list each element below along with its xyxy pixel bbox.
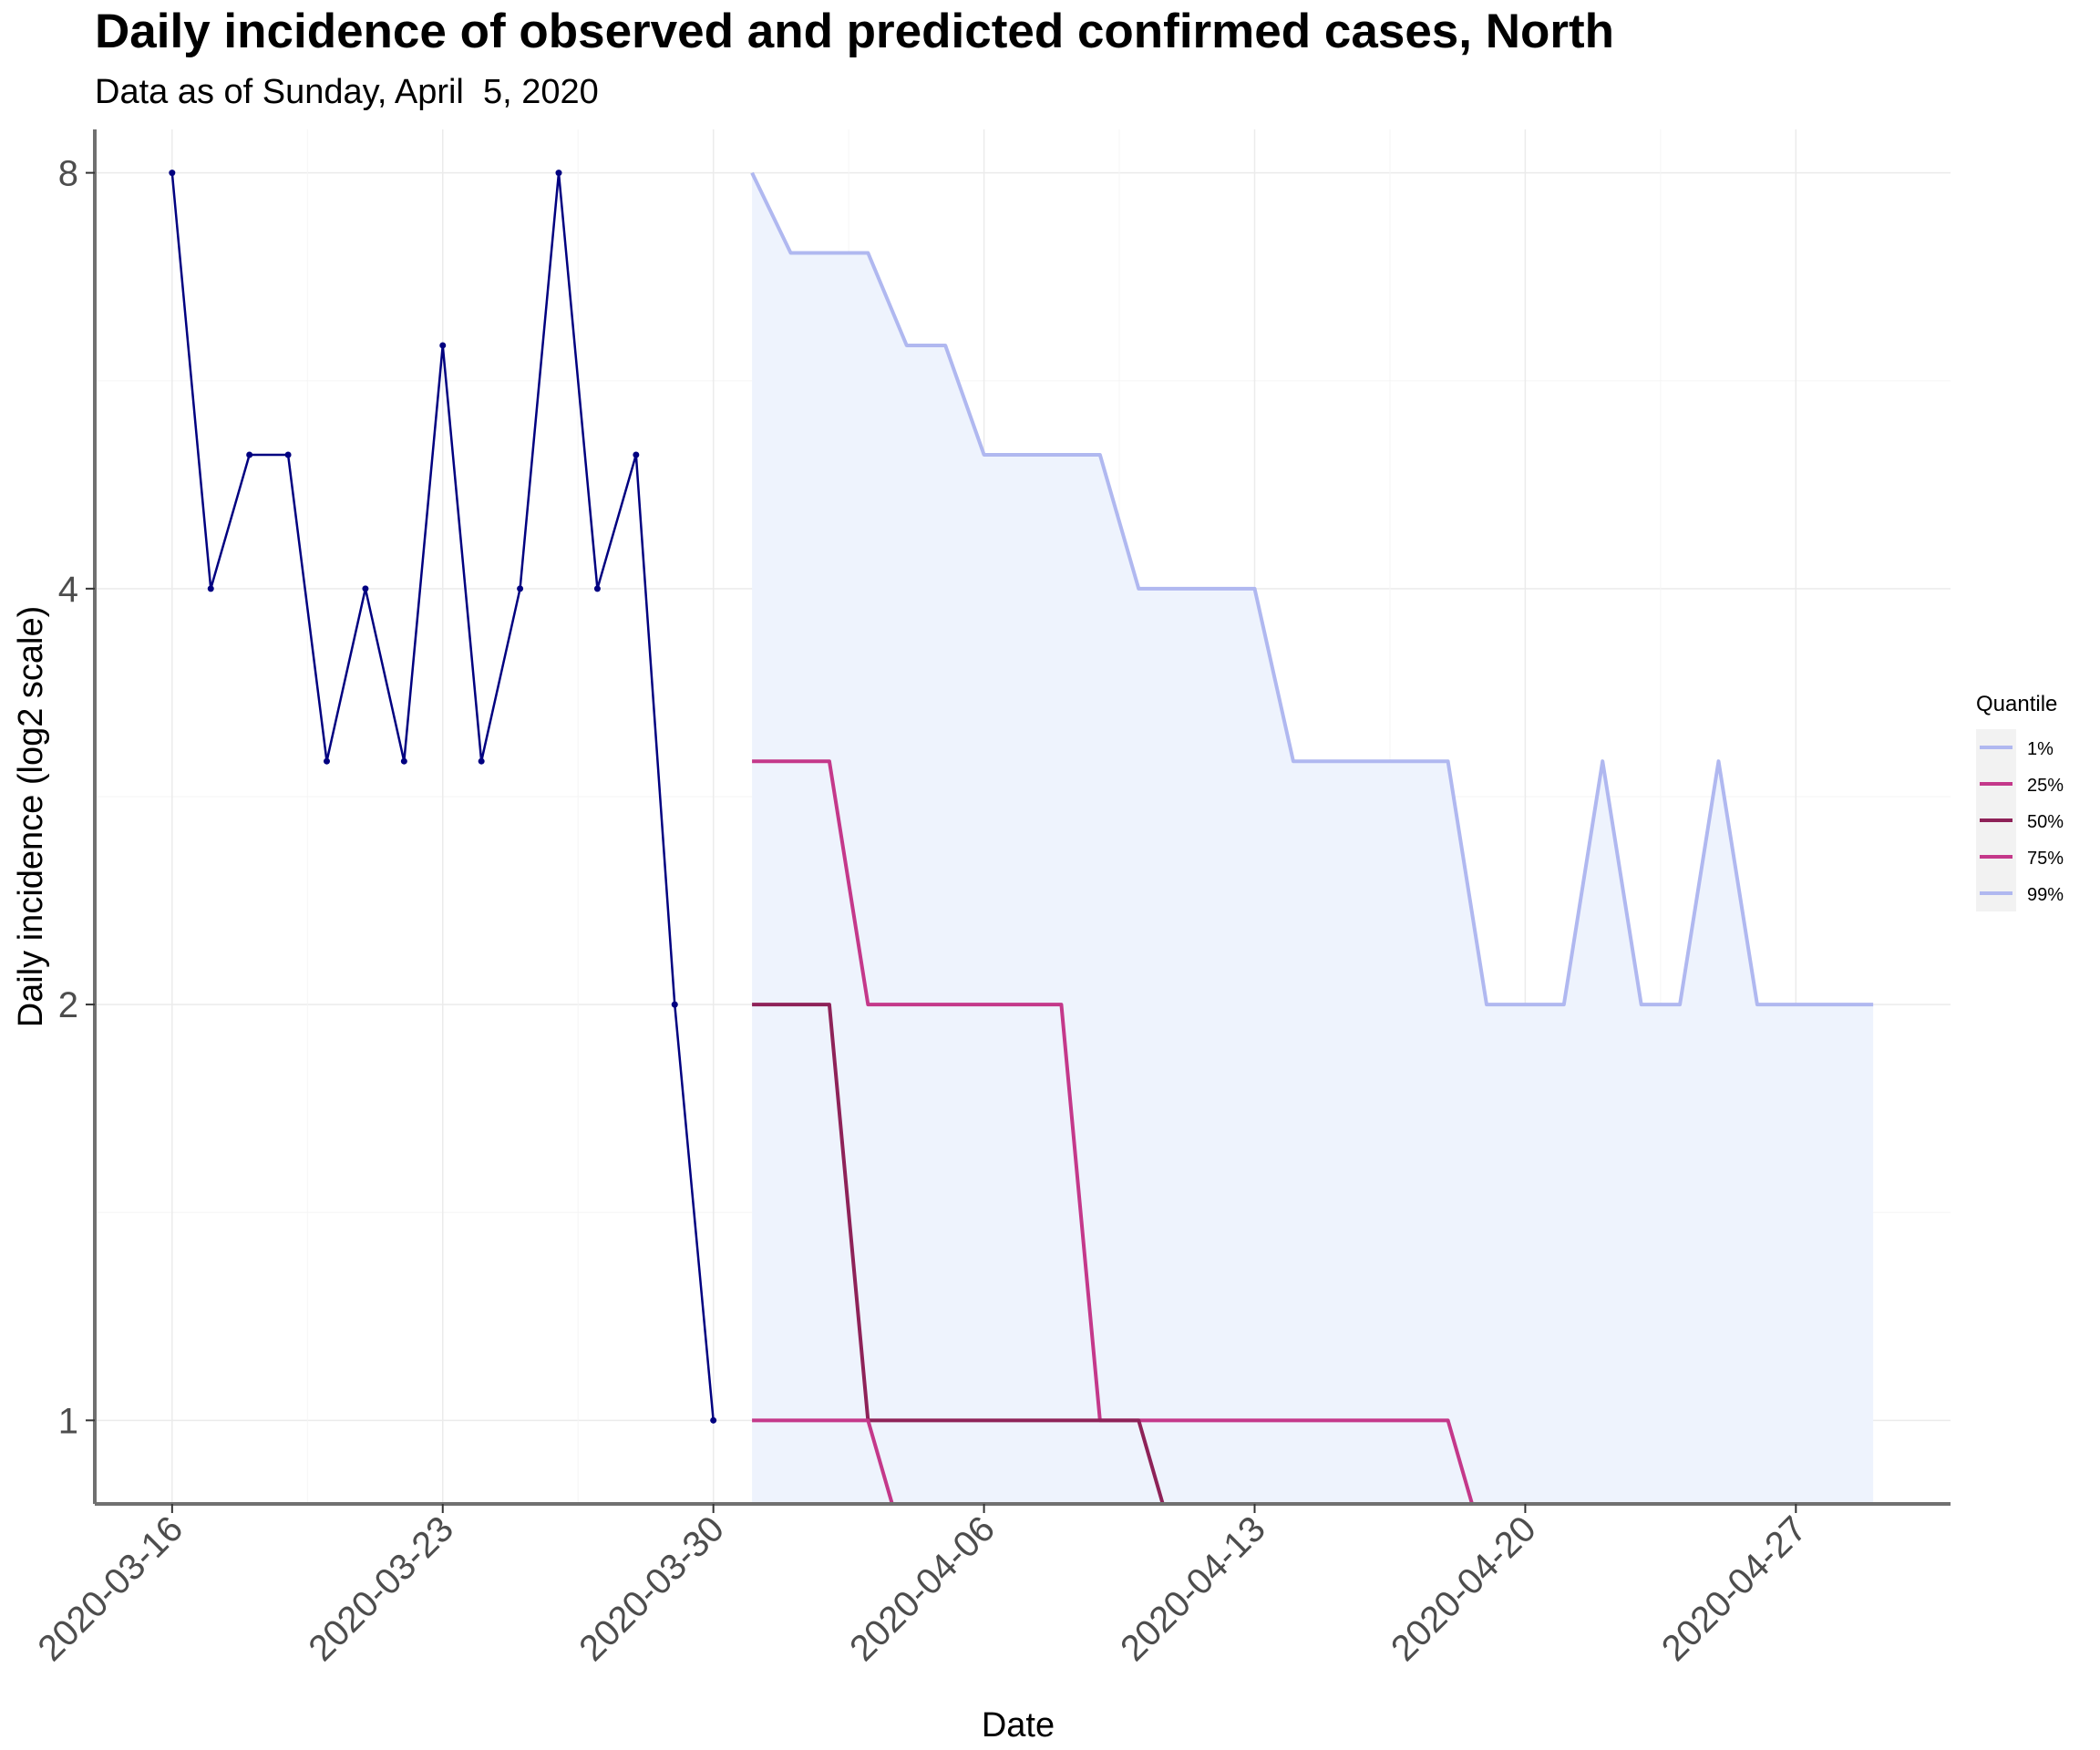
legend-label: 50% xyxy=(2027,812,2064,832)
observed-point xyxy=(517,585,524,592)
forecast-band-area xyxy=(752,172,1874,1504)
series-line-q99 xyxy=(750,171,1874,1007)
y-tick-label: 4 xyxy=(58,570,78,610)
x-tick-label: 2020-04-20 xyxy=(1384,1508,1544,1669)
forecast-band xyxy=(752,172,1874,1504)
axes xyxy=(93,129,1951,1506)
legend-label: 75% xyxy=(2027,849,2064,869)
observed-point xyxy=(671,1001,678,1008)
observed-point xyxy=(246,451,253,458)
x-tick-label: 2020-04-13 xyxy=(1113,1508,1273,1669)
observed-point xyxy=(324,757,330,765)
legend-label: 25% xyxy=(2027,776,2064,796)
legend-title: Quantile xyxy=(1976,692,2057,716)
chart-title: Daily incidence of observed and predicte… xyxy=(95,5,1615,58)
x-tick-label: 2020-04-27 xyxy=(1654,1508,1815,1669)
observed-point xyxy=(362,585,369,592)
observed-point xyxy=(633,451,640,458)
observed-point xyxy=(207,585,214,592)
x-tick-label: 2020-03-30 xyxy=(571,1508,732,1669)
y-axis-label: Daily incidence (log2 scale) xyxy=(12,606,50,1028)
observed-point xyxy=(710,1416,717,1424)
x-tick-label: 2020-03-23 xyxy=(301,1508,461,1669)
series-lines xyxy=(750,171,1874,1504)
y-tick-label: 1 xyxy=(58,1401,78,1441)
observed-series xyxy=(169,170,717,1424)
observed-point xyxy=(555,170,562,177)
observed-point xyxy=(169,170,176,177)
legend-label: 1% xyxy=(2027,739,2054,759)
legend: Quantile 1% 25% 50% 75% 99% xyxy=(1976,692,2064,911)
observed-point xyxy=(284,451,292,458)
legend-label: 99% xyxy=(2027,885,2064,905)
chart-subtitle: Data as of Sunday, April 5, 2020 xyxy=(95,73,599,111)
series-line-q50 xyxy=(752,1003,1165,1504)
observed-point xyxy=(439,342,447,349)
observed-point xyxy=(478,757,485,765)
x-tick-label: 2020-04-06 xyxy=(842,1508,1003,1669)
y-tick-label: 2 xyxy=(58,985,78,1025)
observed-point xyxy=(400,757,407,765)
x-tick-label: 2020-03-16 xyxy=(30,1508,190,1669)
series-line-q75 xyxy=(752,759,1475,1504)
y-tick-label: 8 xyxy=(58,154,78,194)
observed-point xyxy=(593,585,601,592)
x-axis-label: Date xyxy=(982,1706,1055,1745)
